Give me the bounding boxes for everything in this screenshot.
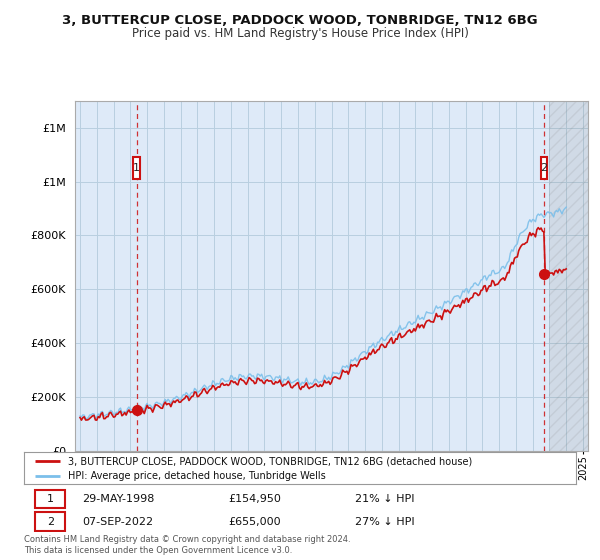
Text: 07-SEP-2022: 07-SEP-2022: [82, 516, 153, 526]
Text: 21% ↓ HPI: 21% ↓ HPI: [355, 494, 415, 504]
Text: 27% ↓ HPI: 27% ↓ HPI: [355, 516, 415, 526]
Text: Price paid vs. HM Land Registry's House Price Index (HPI): Price paid vs. HM Land Registry's House …: [131, 27, 469, 40]
FancyBboxPatch shape: [133, 157, 140, 179]
Text: 29-MAY-1998: 29-MAY-1998: [82, 494, 154, 504]
Text: HPI: Average price, detached house, Tunbridge Wells: HPI: Average price, detached house, Tunb…: [68, 472, 326, 481]
Text: 3, BUTTERCUP CLOSE, PADDOCK WOOD, TONBRIDGE, TN12 6BG: 3, BUTTERCUP CLOSE, PADDOCK WOOD, TONBRI…: [62, 14, 538, 27]
Text: 2: 2: [541, 163, 547, 173]
Text: £655,000: £655,000: [228, 516, 281, 526]
Text: 3, BUTTERCUP CLOSE, PADDOCK WOOD, TONBRIDGE, TN12 6BG (detached house): 3, BUTTERCUP CLOSE, PADDOCK WOOD, TONBRI…: [68, 456, 472, 466]
FancyBboxPatch shape: [35, 512, 65, 531]
Text: £154,950: £154,950: [228, 494, 281, 504]
FancyBboxPatch shape: [541, 157, 547, 179]
Text: 1: 1: [47, 494, 54, 504]
Text: Contains HM Land Registry data © Crown copyright and database right 2024.
This d: Contains HM Land Registry data © Crown c…: [24, 535, 350, 555]
FancyBboxPatch shape: [35, 489, 65, 508]
Text: 1: 1: [133, 163, 140, 173]
Bar: [550, 101, 588, 451]
Text: 2: 2: [47, 516, 54, 526]
